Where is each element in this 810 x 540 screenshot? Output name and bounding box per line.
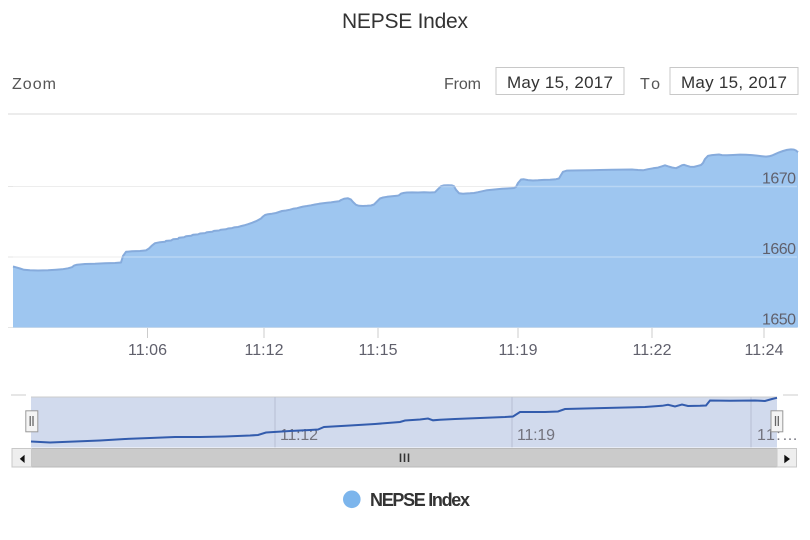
svg-text:1670: 1670 — [762, 171, 796, 188]
svg-text:From: From — [444, 76, 481, 93]
svg-text:11:…: 11:… — [757, 427, 798, 444]
svg-text:11:22: 11:22 — [633, 342, 672, 359]
svg-text:11:06: 11:06 — [128, 342, 167, 359]
svg-text:To: To — [640, 76, 660, 93]
svg-text:1650: 1650 — [762, 312, 796, 329]
svg-text:Zoom: Zoom — [12, 76, 56, 93]
svg-text:May 15, 2017: May 15, 2017 — [681, 73, 787, 92]
svg-text:11:24: 11:24 — [745, 342, 784, 359]
svg-text:1660: 1660 — [762, 241, 796, 258]
svg-text:NEPSE Index: NEPSE Index — [370, 490, 470, 510]
svg-text:11:15: 11:15 — [359, 342, 398, 359]
svg-text:NEPSE Index: NEPSE Index — [342, 10, 469, 33]
svg-text:May 15, 2017: May 15, 2017 — [507, 73, 613, 92]
svg-text:11:12: 11:12 — [245, 342, 284, 359]
svg-text:11:19: 11:19 — [499, 342, 538, 359]
svg-text:11:19: 11:19 — [517, 427, 555, 444]
